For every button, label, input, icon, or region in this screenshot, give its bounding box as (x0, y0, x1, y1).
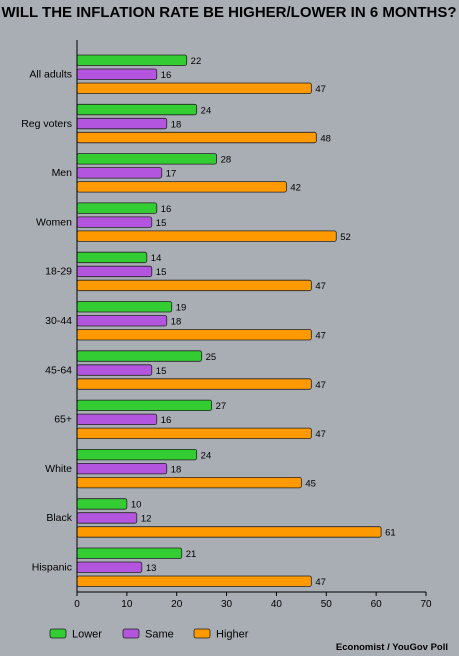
legend-label-higher: Higher (216, 629, 249, 641)
value-label-lower-1: 24 (201, 105, 212, 116)
bar-higher-7 (76, 427, 312, 440)
value-label-same-4: 15 (156, 267, 167, 278)
legend-swatch-same (122, 628, 140, 639)
bar-higher-5 (76, 329, 312, 341)
bar-lower-8 (76, 448, 198, 461)
value-label-higher-6: 47 (315, 380, 326, 391)
bar-same-6 (76, 364, 153, 376)
bar-same-9 (76, 512, 138, 524)
x-tick-label-0: 0 (74, 599, 80, 610)
x-tick-label-6: 60 (371, 599, 383, 610)
value-label-lower-8: 24 (201, 450, 212, 461)
x-tick-label-3: 30 (221, 599, 233, 610)
bar-same-1 (76, 117, 168, 130)
value-label-higher-2: 42 (290, 183, 301, 194)
value-label-same-5: 18 (171, 317, 182, 328)
bar-lower-4 (76, 251, 148, 264)
value-label-same-10: 13 (146, 563, 157, 574)
value-label-higher-8: 45 (305, 478, 316, 489)
bar-lower-3 (76, 202, 158, 214)
value-label-lower-6: 25 (206, 352, 217, 363)
category-label-9: Black (46, 512, 72, 524)
legend-label-same: Same (145, 629, 174, 641)
value-label-lower-9: 10 (131, 500, 142, 511)
bar-higher-10 (76, 575, 312, 587)
bar-lower-0 (76, 54, 188, 66)
value-label-lower-2: 28 (221, 155, 232, 166)
bar-higher-9 (76, 526, 382, 538)
bar-higher-3 (76, 230, 337, 242)
x-axis: 0 10 20 30 40 50 60 70 (74, 40, 432, 610)
category-label-10: Hispanic (32, 562, 72, 574)
value-label-same-7: 16 (161, 415, 172, 426)
value-label-same-3: 15 (156, 218, 167, 229)
value-label-lower-7: 27 (216, 401, 227, 412)
value-label-same-0: 16 (161, 70, 172, 81)
value-label-same-9: 12 (141, 514, 152, 525)
bars-layer (76, 54, 382, 587)
labels-layer: 22 16 47 All adults 24 18 48 Reg voters 28 17 42 Me… (21, 56, 395, 588)
category-label-4: 18-29 (45, 266, 72, 278)
value-label-same-2: 17 (166, 169, 177, 180)
bar-same-2 (76, 167, 163, 179)
value-label-lower-0: 22 (191, 56, 202, 67)
bar-same-7 (76, 413, 158, 426)
bar-same-10 (76, 561, 143, 573)
x-tick-label-2: 20 (171, 599, 183, 610)
legend-label-lower: Lower (72, 629, 102, 641)
value-label-same-6: 15 (156, 366, 167, 377)
value-label-higher-3: 52 (340, 232, 351, 243)
category-label-0: All adults (29, 69, 72, 81)
bar-lower-1 (76, 103, 198, 116)
value-label-higher-0: 47 (315, 84, 326, 95)
category-label-8: White (45, 463, 72, 475)
value-label-higher-5: 47 (315, 331, 326, 342)
bar-lower-6 (76, 350, 203, 362)
bar-same-8 (76, 462, 168, 475)
bar-lower-9 (76, 498, 128, 510)
value-label-higher-10: 47 (315, 577, 326, 588)
value-label-higher-7: 47 (315, 429, 326, 440)
x-tick-label-5: 50 (321, 599, 333, 610)
bar-higher-0 (76, 82, 312, 94)
value-label-same-1: 18 (171, 119, 182, 130)
bar-higher-6 (76, 378, 312, 390)
bar-higher-1 (76, 131, 317, 144)
legend: Lower Same Higher (49, 628, 249, 641)
bar-same-4 (76, 265, 153, 278)
x-tick-label-4: 40 (271, 599, 283, 610)
category-label-6: 45-64 (45, 364, 72, 376)
bar-higher-4 (76, 279, 312, 292)
x-tick-label-7: 70 (420, 599, 432, 610)
value-label-lower-5: 19 (176, 303, 187, 314)
category-label-1: Reg voters (21, 118, 72, 130)
legend-swatch-lower (49, 628, 67, 639)
chart-title: WILL THE INFLATION RATE BE HIGHER/LOWER … (2, 4, 457, 21)
bar-higher-2 (76, 181, 287, 193)
bar-lower-10 (76, 547, 183, 559)
value-label-lower-3: 16 (161, 204, 172, 215)
bar-lower-7 (76, 399, 213, 412)
category-label-7: 65+ (54, 414, 72, 426)
value-label-higher-4: 47 (315, 281, 326, 292)
value-label-higher-1: 48 (320, 133, 331, 144)
value-label-same-8: 18 (171, 464, 182, 475)
category-label-3: Women (36, 216, 72, 228)
bar-same-5 (76, 315, 168, 327)
bar-lower-2 (76, 153, 218, 165)
category-label-5: 30-44 (45, 315, 72, 327)
value-label-lower-10: 21 (186, 549, 197, 560)
x-tick-label-1: 10 (121, 599, 133, 610)
bar-same-0 (76, 68, 158, 80)
value-label-lower-4: 14 (151, 253, 162, 264)
source-note: Economist / YouGov Poll (336, 642, 448, 653)
value-label-higher-9: 61 (385, 528, 396, 539)
category-label-2: Men (52, 167, 73, 179)
bar-same-3 (76, 216, 153, 228)
bar-higher-8 (76, 476, 302, 489)
bar-lower-5 (76, 301, 173, 313)
legend-swatch-higher (193, 628, 211, 639)
